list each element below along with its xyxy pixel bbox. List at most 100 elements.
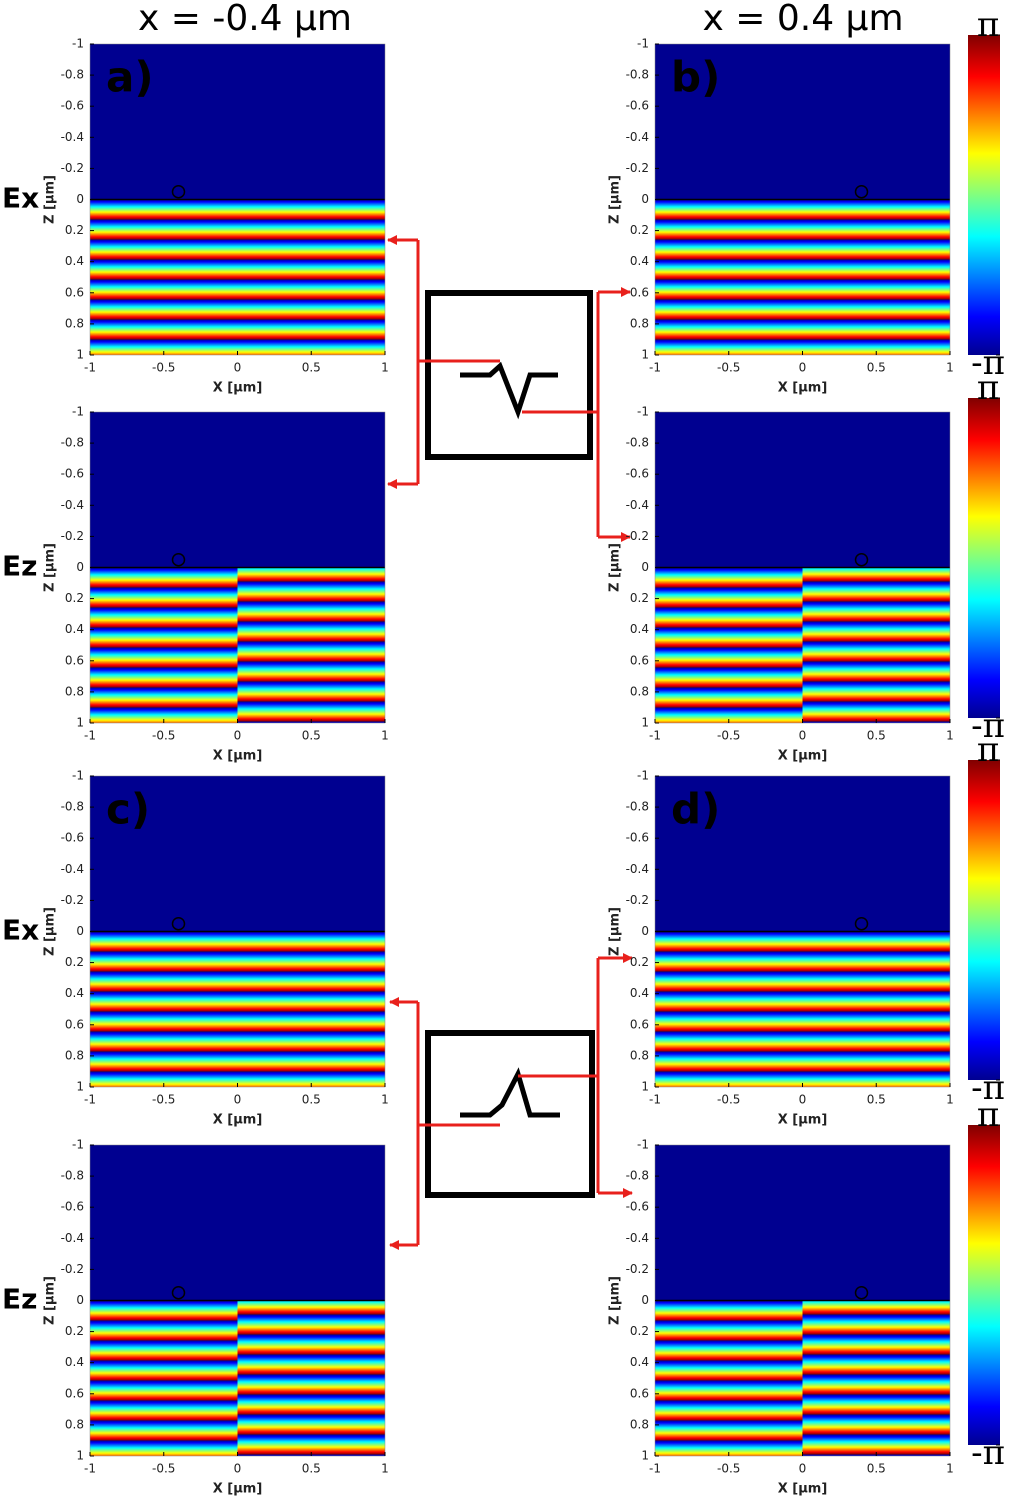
field-upper xyxy=(237,1145,385,1301)
dipole-marker xyxy=(171,184,186,199)
y-tick-label: 0.2 xyxy=(65,955,84,969)
y-tick-label: -0.8 xyxy=(61,436,84,450)
y-tick-label: 0.4 xyxy=(65,986,84,1000)
column-header: x = 0.4 μm xyxy=(702,0,903,39)
heatmap xyxy=(90,44,385,355)
y-tick-label: 0.6 xyxy=(630,1017,649,1031)
heatmap xyxy=(90,776,385,1087)
x-tick-label: -1 xyxy=(84,1462,96,1476)
y-axis-label: Z [μm] xyxy=(43,543,58,592)
x-tick-label: 0.5 xyxy=(867,361,886,375)
y-tick-label: 0 xyxy=(76,192,84,206)
y-tick-label: -0.8 xyxy=(61,68,84,82)
y-tick-label: -0.8 xyxy=(61,800,84,814)
y-tick-label: 0.2 xyxy=(65,223,84,237)
panel-label: d) xyxy=(671,785,720,834)
field-upper xyxy=(655,44,950,200)
y-tick-label: -0.8 xyxy=(626,68,649,82)
heatmap xyxy=(655,776,950,1087)
y-tick-label: 0.4 xyxy=(630,986,649,1000)
x-tick-label: -0.5 xyxy=(152,1462,175,1476)
field-lower xyxy=(655,1300,803,1456)
y-tick-label: 0.2 xyxy=(630,223,649,237)
y-tick-label: 1 xyxy=(76,1080,84,1094)
y-tick-label: -0.8 xyxy=(61,1169,84,1183)
x-tick-label: -0.5 xyxy=(152,1093,175,1107)
x-tick-label: 0 xyxy=(234,729,242,743)
colorbar-tick-label: π xyxy=(977,5,999,45)
y-tick-label: -0.4 xyxy=(61,862,84,876)
x-tick-label: 1 xyxy=(381,1462,389,1476)
y-tick-label: -0.2 xyxy=(61,529,84,543)
field-lower xyxy=(237,1300,385,1456)
y-tick-label: 0.8 xyxy=(65,1048,84,1062)
x-tick-label: -1 xyxy=(649,729,661,743)
y-tick-label: 0.6 xyxy=(65,653,84,667)
y-tick-label: 0.6 xyxy=(65,285,84,299)
colorbar-tick-label: -π xyxy=(971,1433,1005,1473)
x-tick-label: -0.5 xyxy=(152,361,175,375)
y-tick-label: -0.6 xyxy=(61,831,84,845)
panel-label: b) xyxy=(671,53,720,102)
dipole-marker xyxy=(854,552,869,567)
y-tick-label: 1 xyxy=(641,348,649,362)
field-upper xyxy=(90,1145,238,1301)
colorbar xyxy=(968,760,1000,1080)
y-tick-label: -0.6 xyxy=(61,1200,84,1214)
y-tick-label: -0.2 xyxy=(61,161,84,175)
x-tick-label: 1 xyxy=(946,729,954,743)
x-axis-label: X [μm] xyxy=(778,749,828,764)
y-tick-label: -1 xyxy=(637,37,649,51)
y-tick-label: -0.4 xyxy=(626,1231,649,1245)
colorbar-tick-label: -π xyxy=(971,1068,1005,1108)
panel-label: a) xyxy=(106,53,154,102)
x-tick-label: 0 xyxy=(234,1462,242,1476)
heatmap xyxy=(90,412,385,723)
colorbar xyxy=(968,1125,1000,1445)
y-tick-label: 0 xyxy=(641,192,649,206)
y-tick-label: 1 xyxy=(641,1449,649,1463)
field-lower xyxy=(90,567,238,723)
y-tick-label: -0.2 xyxy=(626,893,649,907)
schematic xyxy=(387,235,633,1250)
y-tick-label: -0.4 xyxy=(626,862,649,876)
y-tick-label: -0.8 xyxy=(626,1169,649,1183)
colorbar-tick-label: π xyxy=(977,730,999,770)
y-tick-label: 0.2 xyxy=(630,1324,649,1338)
y-tick-label: 0.6 xyxy=(630,285,649,299)
y-tick-label: 1 xyxy=(641,716,649,730)
y-tick-label: -0.2 xyxy=(626,161,649,175)
y-tick-label: 0.2 xyxy=(65,591,84,605)
y-tick-label: -0.6 xyxy=(61,99,84,113)
y-tick-label: -0.4 xyxy=(626,130,649,144)
field-upper xyxy=(655,1145,803,1301)
y-tick-label: -0.4 xyxy=(61,130,84,144)
y-tick-label: -0.4 xyxy=(626,498,649,512)
y-tick-label: 0.6 xyxy=(65,1386,84,1400)
dipole-marker xyxy=(854,916,869,931)
y-tick-label: -1 xyxy=(72,769,84,783)
x-tick-label: 0 xyxy=(234,361,242,375)
y-tick-label: 1 xyxy=(76,1449,84,1463)
y-tick-label: -1 xyxy=(637,405,649,419)
x-tick-label: 0 xyxy=(799,1462,807,1476)
y-tick-label: -0.4 xyxy=(61,498,84,512)
field-lower xyxy=(237,567,385,723)
colorbar-tick-label: -π xyxy=(971,706,1005,746)
x-tick-label: -1 xyxy=(649,1462,661,1476)
x-tick-label: -0.5 xyxy=(152,729,175,743)
colorbar xyxy=(968,398,1000,718)
x-tick-label: 0.5 xyxy=(867,1462,886,1476)
y-tick-label: -1 xyxy=(72,405,84,419)
x-tick-label: 0.5 xyxy=(302,1462,321,1476)
y-tick-label: 0.6 xyxy=(65,1017,84,1031)
x-axis-label: X [μm] xyxy=(213,749,263,764)
y-tick-label: 0.4 xyxy=(630,1355,649,1369)
y-tick-label: -0.8 xyxy=(626,436,649,450)
dipole-marker xyxy=(171,1285,186,1300)
field-lower xyxy=(655,931,950,1087)
y-tick-label: 0.4 xyxy=(65,254,84,268)
row-label: Ez xyxy=(2,550,37,583)
colorbar xyxy=(968,35,1000,355)
x-tick-label: 1 xyxy=(381,361,389,375)
